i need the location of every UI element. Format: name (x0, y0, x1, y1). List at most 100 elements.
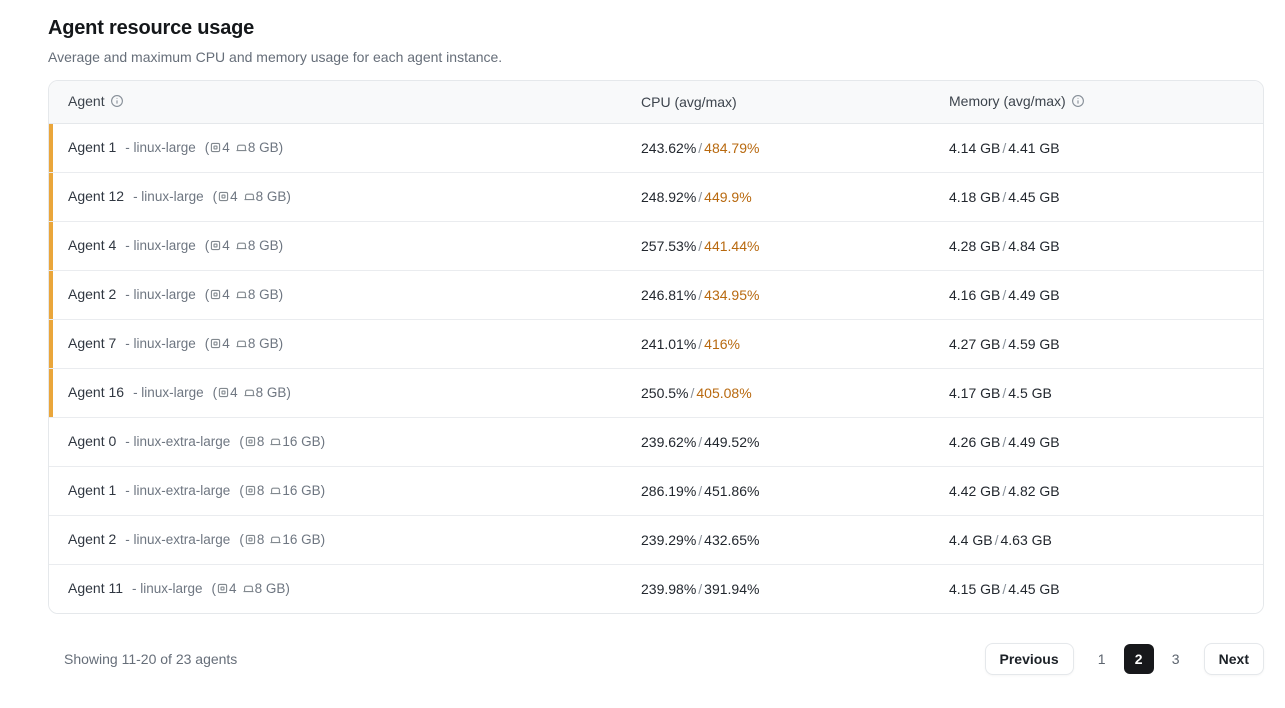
value-separator: / (994, 531, 999, 548)
memory-max-value: 4.84 GB (1008, 237, 1060, 254)
cpu-chip-icon (209, 141, 222, 157)
memory-max-value: 4.49 GB (1008, 286, 1060, 303)
cpu-chip-icon (209, 288, 222, 304)
cpu-cell: 246.81%/434.95% (625, 269, 933, 319)
ram-size: 16 GB (282, 531, 321, 547)
ram-icon (235, 337, 248, 353)
memory-column-label: Memory (avg/max) (949, 92, 1066, 109)
memory-cell: 4.27 GB/4.59 GB (933, 318, 1263, 368)
table-row: Agent 2- linux-extra-large(8 16 GB) 239.2… (49, 514, 1263, 564)
cpu-avg-value: 239.62% (641, 433, 697, 450)
memory-cell: 4.17 GB/4.5 GB (933, 367, 1263, 417)
ram-size: 16 GB (282, 433, 321, 449)
cpu-max-value: 451.86% (704, 482, 760, 499)
machine-type: - linux-large (132, 580, 203, 596)
machine-type: - linux-large (133, 384, 204, 400)
agent-name: Agent 12 (68, 187, 125, 204)
agent-name: Agent 2 (68, 285, 117, 302)
page-number-3[interactable]: 3 (1171, 651, 1180, 667)
agent-name: Agent 1 (68, 481, 117, 498)
agent-cell: Agent 12- linux-large(4 8 GB) (49, 171, 625, 221)
memory-cell: 4.16 GB/4.49 GB (933, 269, 1263, 319)
ram-size: 8 GB (255, 384, 287, 400)
cpu-count: 4 (222, 139, 230, 155)
agent-cell: Agent 7- linux-large(4 8 GB) (49, 318, 625, 368)
agent-cell: Agent 4- linux-large(4 8 GB) (49, 220, 625, 270)
memory-max-value: 4.41 GB (1008, 139, 1060, 156)
cpu-avg-value: 241.01% (641, 335, 697, 352)
memory-avg-value: 4.28 GB (949, 237, 1001, 254)
machine-specs: (8 16 GB) (239, 433, 326, 451)
table-row: Agent 2- linux-large(4 8 GB) 246.81%/434.… (49, 269, 1263, 319)
column-header-agent: Agent (49, 81, 625, 124)
results-summary: Showing 11-20 of 23 agents (64, 651, 238, 667)
ram-size: 8 GB (255, 188, 287, 204)
agent-name: Agent 11 (68, 579, 124, 596)
memory-avg-value: 4.17 GB (949, 384, 1001, 401)
value-separator: / (698, 580, 703, 597)
memory-avg-value: 4.16 GB (949, 286, 1001, 303)
machine-type: - linux-large (125, 335, 196, 351)
table-row: Agent 11- linux-large(4 8 GB) 239.98%/391… (49, 563, 1263, 613)
memory-avg-value: 4.15 GB (949, 580, 1001, 597)
page-number-1[interactable]: 1 (1097, 651, 1106, 667)
ram-icon (235, 288, 248, 304)
cpu-count: 4 (222, 286, 230, 302)
cpu-cell: 250.5%/405.08% (625, 367, 933, 417)
cpu-count: 4 (230, 188, 238, 204)
ram-icon (243, 386, 256, 402)
cpu-cell: 239.62%/449.52% (625, 416, 933, 466)
agent-usage-table: Agent CPU (avg/max) Memory (avg/max) Age… (49, 81, 1263, 613)
page-number-2-current[interactable]: 2 (1123, 644, 1154, 674)
ram-size: 8 GB (247, 286, 279, 302)
value-separator: / (698, 237, 703, 254)
previous-page-button[interactable]: Previous (984, 643, 1074, 675)
memory-max-value: 4.45 GB (1008, 188, 1060, 205)
cpu-count: 4 (229, 580, 237, 596)
cpu-max-value: 416% (704, 335, 740, 352)
machine-specs: (8 16 GB) (239, 482, 326, 500)
table-row: Agent 4- linux-large(4 8 GB) 257.53%/441.… (49, 220, 1263, 270)
cpu-count: 8 (256, 482, 265, 498)
cpu-max-value: 405.08% (696, 384, 752, 401)
cpu-avg-value: 246.81% (641, 286, 697, 303)
cpu-chip-icon (244, 484, 257, 500)
table-header-row: Agent CPU (avg/max) Memory (avg/max) (49, 81, 1263, 124)
agent-name: Agent 0 (68, 432, 117, 449)
cpu-chip-icon (216, 582, 229, 598)
value-separator: / (1002, 188, 1007, 205)
memory-avg-value: 4.26 GB (949, 433, 1001, 450)
value-separator: / (698, 433, 703, 450)
ram-size: 8 GB (247, 237, 279, 253)
machine-specs: (4 8 GB) (212, 384, 291, 402)
cpu-cell: 243.62%/484.79% (625, 123, 933, 172)
machine-specs: (4 8 GB) (211, 580, 290, 598)
cpu-max-value: 484.79% (704, 139, 760, 156)
value-separator: / (1002, 237, 1007, 254)
value-separator: / (698, 139, 703, 156)
table-row: Agent 16- linux-large(4 8 GB) 250.5%/405.… (49, 367, 1263, 417)
ram-size: 8 GB (247, 139, 279, 155)
agent-cell: Agent 2- linux-extra-large(8 16 GB) (49, 514, 625, 564)
agent-usage-table-card: Agent CPU (avg/max) Memory (avg/max) Age… (48, 80, 1264, 614)
value-separator: / (1002, 139, 1007, 156)
ram-size: 8 GB (254, 580, 286, 596)
machine-type: - linux-extra-large (125, 531, 231, 547)
ram-size: 8 GB (247, 335, 279, 351)
info-icon[interactable] (1071, 94, 1085, 111)
info-icon[interactable] (110, 94, 124, 111)
page-title: Agent resource usage (48, 17, 255, 39)
cpu-avg-value: 250.5% (641, 384, 689, 401)
ram-icon (269, 484, 282, 500)
next-page-button[interactable]: Next (1203, 643, 1264, 675)
memory-cell: 4.42 GB/4.82 GB (933, 465, 1263, 515)
memory-cell: 4.15 GB/4.45 GB (933, 563, 1263, 613)
machine-specs: (8 16 GB) (239, 531, 326, 549)
ram-icon (269, 435, 282, 451)
machine-specs: (4 8 GB) (212, 188, 291, 204)
ram-icon (242, 582, 255, 598)
memory-max-value: 4.59 GB (1008, 335, 1060, 352)
machine-specs: (4 8 GB) (204, 237, 284, 253)
ram-icon (269, 533, 282, 549)
value-separator: / (1002, 433, 1007, 450)
